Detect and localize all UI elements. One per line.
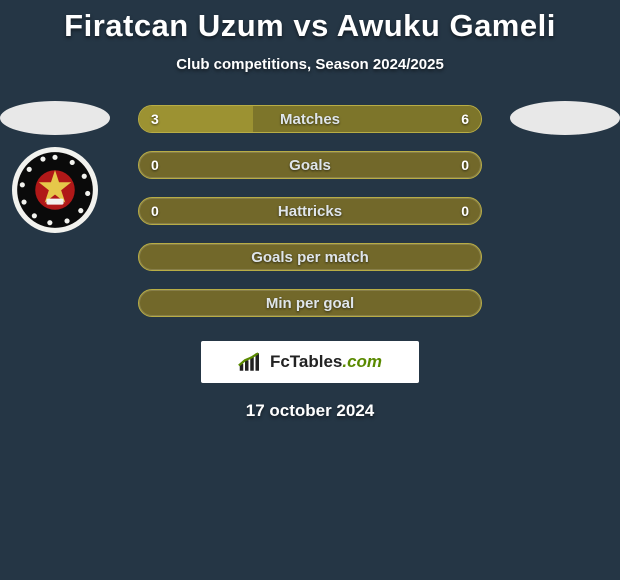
page-subtitle: Club competitions, Season 2024/2025 xyxy=(0,56,620,73)
stat-bar: 00Hattricks xyxy=(138,197,482,225)
stat-label: Min per goal xyxy=(139,290,481,316)
stat-bar: Goals per match xyxy=(138,243,482,271)
generated-date: 17 october 2024 xyxy=(0,401,620,421)
stat-row: 00Goals xyxy=(10,151,610,197)
chart-bars-icon xyxy=(238,351,266,373)
stat-row: 36Matches xyxy=(10,105,610,151)
stat-bar: 36Matches xyxy=(138,105,482,133)
page-title: Firatcan Uzum vs Awuku Gameli xyxy=(0,0,620,44)
stat-label: Matches xyxy=(139,106,481,132)
stat-label: Goals per match xyxy=(139,244,481,270)
comparison-panel: 36Matches 00Goals 00Hattricks Goals per mat… xyxy=(0,105,620,335)
stat-row: 00Hattricks xyxy=(10,197,610,243)
stat-bar: 00Goals xyxy=(138,151,482,179)
stat-label: Hattricks xyxy=(139,198,481,224)
stat-label: Goals xyxy=(139,152,481,178)
stat-row: Goals per match xyxy=(10,243,610,289)
logo-text: FcTables.com xyxy=(270,352,382,372)
stat-row: Min per goal xyxy=(10,289,610,335)
stat-bar: Min per goal xyxy=(138,289,482,317)
fctables-logo[interactable]: FcTables.com xyxy=(201,341,419,383)
